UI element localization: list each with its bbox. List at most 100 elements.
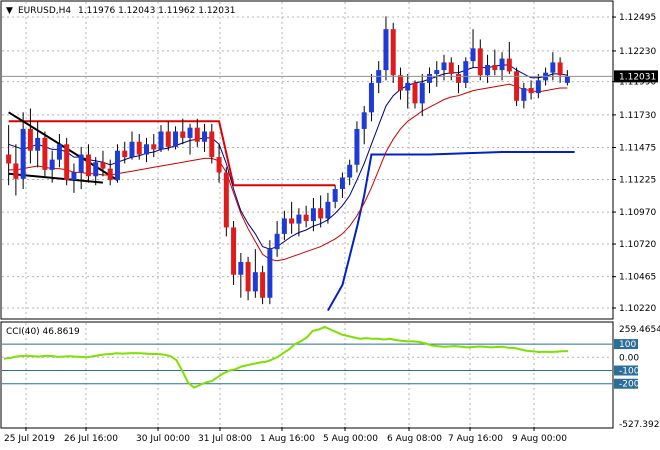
time-tick-label: 5 Aug 00:00 [323, 434, 378, 444]
time-tick-label: 30 Jul 00:00 [136, 434, 190, 444]
candle-body[interactable] [194, 127, 200, 142]
candle-body[interactable] [499, 58, 505, 71]
candle-body[interactable] [158, 131, 164, 150]
candle-body[interactable] [419, 82, 425, 104]
candle-body[interactable] [252, 272, 258, 292]
candle-body[interactable] [35, 137, 41, 151]
candle-body[interactable] [405, 82, 411, 91]
candle-body[interactable] [238, 261, 244, 275]
candle-body[interactable] [550, 62, 556, 73]
candle-body[interactable] [521, 88, 527, 101]
candle-body[interactable] [144, 144, 149, 155]
candle-body[interactable] [187, 127, 193, 138]
candle-body[interactable] [368, 82, 374, 113]
price-tick-label: 1.10220 [619, 304, 656, 314]
cci-level-box [614, 378, 638, 389]
candle-body[interactable] [165, 131, 171, 147]
candle-body[interactable] [456, 73, 462, 83]
cci-axis-label: 0.00 [619, 353, 639, 363]
candle-body[interactable] [485, 64, 491, 76]
candle-body[interactable] [289, 218, 295, 224]
candle-body[interactable] [412, 82, 418, 104]
candle-body[interactable] [325, 201, 331, 219]
candle-body[interactable] [114, 150, 120, 181]
time-tick-label: 26 Jul 16:00 [64, 434, 118, 444]
candle-body[interactable] [56, 144, 62, 160]
candle-body[interactable] [390, 29, 396, 76]
candle-body[interactable] [20, 128, 26, 179]
price-tick-label: 1.12495 [619, 13, 656, 23]
candle-body[interactable] [180, 131, 186, 138]
symbol-label: EURUSD,H4 [18, 6, 71, 16]
price-plot[interactable] [2, 16, 612, 312]
candle-body[interactable] [129, 141, 135, 158]
candle-body[interactable] [434, 70, 440, 74]
candle-body[interactable] [506, 58, 512, 72]
candle-body[interactable] [107, 168, 113, 181]
candle-body[interactable] [303, 214, 309, 222]
candle-body[interactable] [231, 227, 237, 275]
candle-body[interactable] [310, 208, 316, 222]
trendline[interactable] [8, 111, 119, 181]
candle-body[interactable] [332, 189, 338, 202]
candle-body[interactable] [173, 131, 179, 147]
candle-body[interactable] [339, 177, 345, 190]
candle-body[interactable] [122, 150, 128, 158]
candle-body[interactable] [202, 131, 208, 142]
candle-body[interactable] [427, 73, 432, 83]
candle-body[interactable] [448, 62, 454, 74]
candle-body[interactable] [514, 71, 520, 101]
candle-body[interactable] [463, 61, 469, 83]
candle-body[interactable] [354, 128, 360, 165]
candle-body[interactable] [477, 48, 483, 76]
candle-body[interactable] [470, 48, 476, 62]
price-tick-label: 1.12230 [619, 47, 656, 57]
candle-body[interactable] [281, 218, 287, 234]
time-tick-label: 25 Jul 2019 [4, 434, 55, 444]
candle-body[interactable] [27, 128, 33, 151]
candle-body[interactable] [93, 162, 99, 177]
candle-body[interactable] [85, 154, 91, 177]
price-tick-label: 1.11730 [619, 111, 656, 121]
candle-body[interactable] [245, 261, 251, 292]
candle-body[interactable] [535, 80, 541, 94]
candle-body[interactable] [151, 144, 157, 150]
candle-body[interactable] [296, 214, 302, 224]
candle-body[interactable] [223, 172, 229, 228]
candle-body[interactable] [42, 137, 48, 170]
candle-body[interactable] [557, 62, 563, 76]
candle-body[interactable] [209, 131, 215, 158]
cci-level-box [614, 365, 638, 376]
ohlc-label: 1.11976 1.12043 1.11962 1.12031 [78, 6, 235, 16]
candle-body[interactable] [267, 249, 273, 298]
candle-body[interactable] [318, 208, 324, 219]
candle-body[interactable] [136, 141, 142, 155]
candle-body[interactable] [361, 112, 367, 129]
candle-body[interactable] [216, 157, 222, 173]
candle-body[interactable] [64, 144, 70, 181]
candle-body[interactable] [564, 76, 570, 83]
candle-body[interactable] [260, 272, 266, 298]
candle-body[interactable] [383, 29, 389, 71]
candle-body[interactable] [78, 154, 84, 173]
candle-body[interactable] [274, 233, 280, 250]
candle-body[interactable] [441, 62, 447, 71]
time-tick-label: 9 Aug 00:00 [512, 434, 567, 444]
candle-body[interactable] [13, 163, 19, 179]
candle-body[interactable] [49, 159, 55, 170]
axes: 25 Jul 2019 26 Jul 16:00 30 Jul 00:00 31 Ju… [4, 13, 660, 444]
cci-axis-label: 100 [619, 340, 636, 350]
candle-body[interactable] [492, 64, 498, 71]
candle-body[interactable] [347, 164, 353, 178]
price-tick-label: 1.11225 [619, 175, 656, 185]
dropdown-triangle-icon[interactable]: ▼ [6, 6, 13, 16]
current-price-marker [614, 70, 658, 83]
candle-body[interactable] [6, 154, 12, 164]
candle-body[interactable] [100, 162, 106, 169]
candle-body[interactable] [397, 75, 403, 91]
price-tick-label: 1.10970 [619, 208, 656, 218]
candle-body[interactable] [528, 88, 534, 94]
cci-plot[interactable] [2, 325, 612, 389]
candle-body[interactable] [71, 172, 77, 181]
